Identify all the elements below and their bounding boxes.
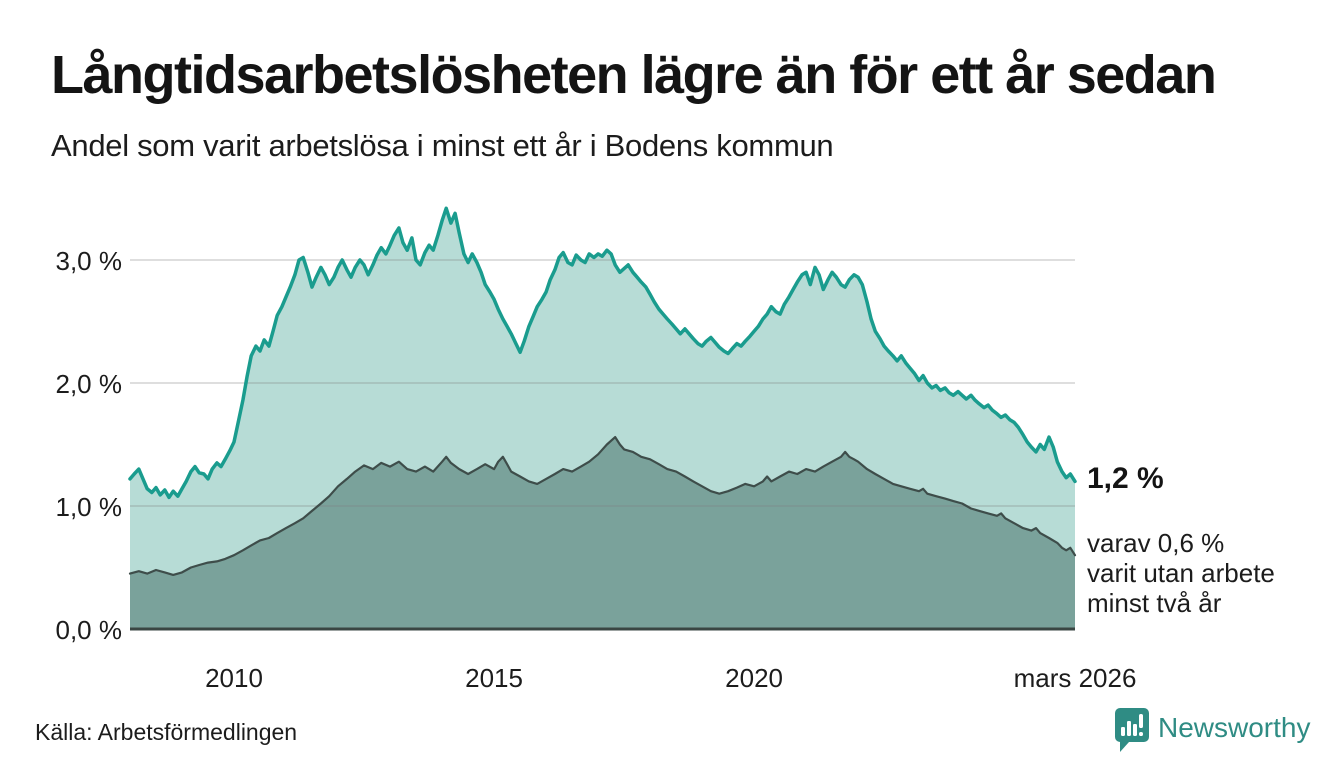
newsworthy-logo[interactable]: Newsworthy [1115, 708, 1310, 757]
series-area-1 [130, 437, 1075, 629]
series-line-0 [128, 206, 1077, 500]
source-caption: Källa: Arbetsförmedlingen [35, 719, 298, 745]
newsworthy-chart-bubble-icon [1115, 708, 1149, 757]
newsworthy-wordmark: Newsworthy [1158, 712, 1311, 743]
x-tick-label: 2015 [465, 663, 523, 693]
y-tick-label: 3,0 % [55, 246, 123, 276]
page-title: Långtidsarbetslösheten lägre än för ett … [51, 45, 1217, 105]
end-value-label: 1,2 % [1087, 462, 1164, 495]
x-tick-label: 2010 [205, 663, 263, 693]
chart-subtitle: Andel som varit arbetslösa i minst ett å… [51, 128, 834, 163]
y-tick-label: 2,0 % [55, 369, 123, 399]
series-line-1 [128, 436, 1077, 576]
subseries-annotation: varav 0,6 % varit utan arbete minst två … [1087, 528, 1275, 618]
y-tick-label: 1,0 % [55, 492, 123, 522]
x-tick-label: 2020 [725, 663, 784, 693]
x-tick-label: mars 2026 [1013, 663, 1137, 693]
y-tick-label: 0,0 % [55, 615, 123, 645]
